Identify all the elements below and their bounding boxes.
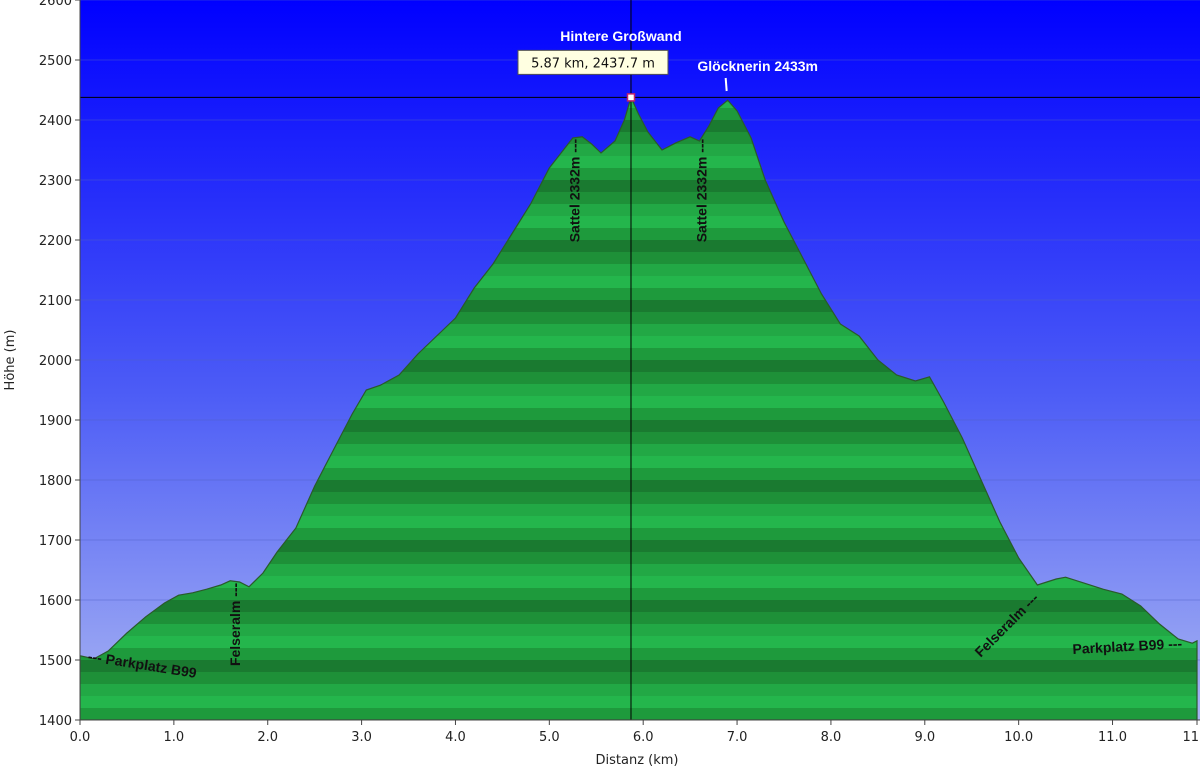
y-tick-label: 2200 — [39, 234, 72, 249]
cursor-crosshair: 5.87 km, 2437.7 m — [80, 0, 1200, 720]
y-tick-label: 1500 — [39, 654, 72, 669]
y-axis-title: Höhe (m) — [3, 330, 18, 391]
tooltip-text: 5.87 km, 2437.7 m — [531, 56, 655, 71]
annotation-label: Parkplatz B99 --- — [1072, 635, 1183, 657]
x-tick-label: 4.0 — [445, 730, 466, 745]
y-tick-label: 1900 — [39, 414, 72, 429]
cursor-marker — [626, 93, 636, 102]
y-tick-label: 2300 — [39, 174, 72, 189]
peak-label: Hintere Großwand — [560, 28, 681, 44]
x-tick-label: 5.0 — [539, 730, 560, 745]
x-tick-label: 1.0 — [164, 730, 185, 745]
tooltip-box — [517, 49, 669, 75]
x-tick-label: 11.0 — [1098, 730, 1127, 745]
y-tick-label: 2500 — [39, 54, 72, 69]
y-tick-label: 2400 — [39, 114, 72, 129]
annotation-label: Sattel 2332m --- — [567, 138, 583, 242]
y-tick-label: 2000 — [39, 354, 72, 369]
x-tick-label: 2.0 — [257, 730, 278, 745]
x-axis-title: Distanz (km) — [596, 753, 679, 767]
x-tick-label: 9.0 — [914, 730, 935, 745]
x-tick-label: 6.0 — [633, 730, 654, 745]
annotation-label: Sattel 2332m --- — [693, 138, 709, 242]
y-tick-label: 1400 — [39, 714, 72, 729]
y-tick-label: 2600 — [39, 0, 72, 9]
x-tick-label: 8.0 — [821, 730, 842, 745]
axes: 1400 1500 1600 1700 1800 1900 2000 2100 2200 2300… — [39, 0, 1200, 745]
annotation-label: Felseralm --- — [227, 582, 243, 666]
x-tick-label: 0.0 — [70, 730, 91, 745]
peak-label-pointer — [724, 77, 728, 92]
x-tick-label: 10.0 — [1004, 730, 1033, 745]
elevation-area — [80, 95, 1198, 720]
y-tick-label: 1600 — [39, 594, 72, 609]
x-tick-label: 11.9 — [1183, 730, 1200, 745]
y-tick-label: 1700 — [39, 534, 72, 549]
x-tick-label: 7.0 — [727, 730, 748, 745]
x-tick-label: 3.0 — [351, 730, 372, 745]
peak-label: Glöcknerin 2433m — [697, 58, 818, 74]
y-tick-label: 2100 — [39, 294, 72, 309]
y-tick-label: 1800 — [39, 474, 72, 489]
